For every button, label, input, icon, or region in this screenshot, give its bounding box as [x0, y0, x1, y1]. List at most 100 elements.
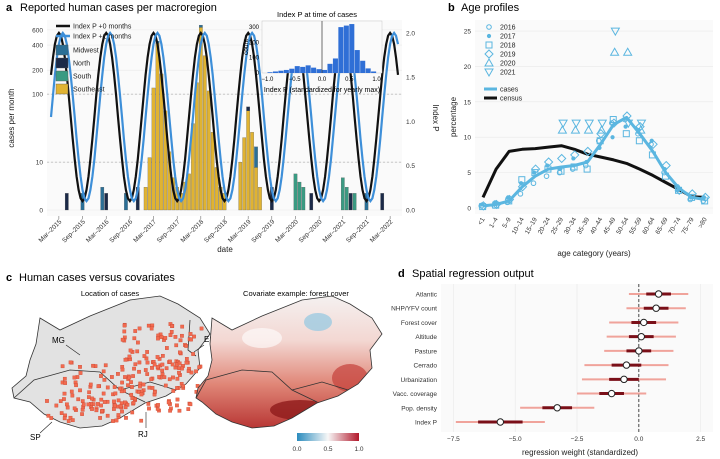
predictor-label: Index P — [415, 420, 437, 427]
panel-a-x-tick: Mar–2017 — [132, 218, 158, 244]
map-right-state-border-rj — [291, 381, 349, 391]
panel-b-x-ticks: <1 1–4 5–910–1415–1920–2425–2930–3435–3940… — [477, 216, 709, 235]
inset-bar — [322, 69, 328, 73]
panel-d-x-tick: 0.0 — [634, 436, 643, 443]
case-square — [156, 403, 160, 407]
inset-x-tick: 1.0 — [372, 77, 381, 83]
age-point-2018 — [622, 130, 630, 138]
case-square — [139, 392, 144, 397]
case-square — [112, 407, 116, 411]
case-square — [133, 362, 138, 367]
bar-other-region — [301, 187, 306, 211]
inset-x-tick: 0.5 — [345, 77, 354, 83]
case-square — [70, 418, 75, 423]
inset-x-ticks: −1.0 −0.5 0.0 0.5 1.0 — [262, 77, 382, 83]
case-square — [130, 385, 134, 389]
age-point-2016 — [517, 191, 524, 197]
inset-bar — [327, 63, 333, 73]
case-square — [181, 384, 186, 389]
panel-a-y2-tick: 1.5 — [406, 75, 415, 82]
case-square — [186, 369, 191, 373]
age-point-2020 — [609, 47, 620, 56]
case-square — [59, 411, 64, 415]
case-square — [120, 409, 124, 414]
predictor-label: Pop. density — [401, 405, 438, 412]
inset-bar — [338, 27, 344, 74]
estimate-point — [553, 404, 561, 412]
panel-a-x-tick: Mar–2021 — [322, 218, 348, 244]
map-forest-cover: 0.0 0.5 1.0 — [195, 295, 383, 453]
case-square — [78, 388, 82, 393]
inset-title: Index P at time of cases — [277, 10, 357, 19]
age-point-2021 — [623, 119, 634, 129]
case-square — [99, 374, 103, 378]
panel-a-y-tick: 200 — [32, 68, 43, 75]
case-square — [137, 369, 141, 374]
case-square — [105, 413, 110, 418]
panel-b-points — [478, 27, 711, 211]
case-square — [123, 357, 128, 362]
case-square — [120, 380, 124, 385]
case-square — [180, 333, 184, 338]
estimate-point — [635, 347, 643, 355]
case-square — [78, 365, 82, 369]
legend-marker-2017 — [486, 33, 492, 39]
case-square — [60, 364, 65, 369]
case-square — [171, 375, 175, 380]
panel-a-y-label: cases per month — [7, 88, 16, 147]
age-point-2020 — [622, 47, 633, 56]
case-square — [101, 369, 106, 374]
bar-southeast — [195, 82, 199, 211]
case-square — [175, 386, 179, 390]
bar-southeast — [250, 132, 254, 211]
inset-bar — [360, 60, 366, 73]
case-square — [68, 360, 73, 365]
case-square — [149, 377, 154, 382]
map-label-mg: MG — [52, 336, 65, 345]
inset-bar — [332, 58, 338, 73]
estimate-point — [640, 318, 648, 327]
case-square — [173, 365, 178, 370]
case-square — [94, 408, 99, 413]
bar-other-region — [297, 181, 302, 211]
bar-other-region — [199, 24, 203, 28]
inset-bar — [278, 70, 284, 73]
panel-a-letter: a — [6, 2, 13, 14]
age-point-2019 — [570, 150, 580, 160]
age-point-2019 — [674, 185, 684, 196]
panel-a-x-tick: Sep–2019 — [250, 218, 276, 244]
panel-b: b Age profiles 25 20 15 10 5 0 <1 1–4 5–910–141… — [448, 2, 713, 258]
age-point-2019 — [517, 182, 528, 192]
age-point-2019 — [556, 153, 567, 164]
case-square — [178, 338, 183, 343]
age-point-2019 — [583, 146, 593, 157]
case-square — [180, 324, 185, 329]
predictor-label: Altitude — [415, 334, 437, 341]
forest-low-patch-west — [242, 328, 282, 348]
legend-label-year: 2017 — [500, 34, 516, 41]
case-square — [54, 403, 59, 408]
age-point-2019 — [530, 164, 541, 174]
panel-a-x-tick: Sep–2018 — [203, 218, 229, 244]
panel-d-x-tick: −7.5 — [447, 436, 460, 443]
inset-x-tick: −1.0 — [262, 77, 275, 83]
bar-other-region — [348, 193, 353, 211]
case-square — [160, 353, 165, 358]
inset-bar — [267, 72, 273, 73]
inset-bar — [289, 68, 295, 73]
case-square — [160, 362, 165, 367]
age-point-2021 — [571, 119, 582, 129]
case-square — [120, 337, 125, 342]
case-square — [114, 418, 119, 423]
legend-label-north: North — [73, 61, 90, 68]
bar-other-region — [344, 187, 349, 211]
age-point-2019 — [700, 192, 711, 203]
case-square — [192, 334, 196, 339]
inset-bar — [294, 66, 300, 73]
case-square — [90, 407, 94, 411]
panel-a-title: Reported human cases per macroregion — [20, 2, 217, 14]
colorbar-tick-0: 0.0 — [292, 446, 301, 453]
forest-low-patch-north — [304, 313, 332, 331]
case-square — [129, 380, 133, 384]
